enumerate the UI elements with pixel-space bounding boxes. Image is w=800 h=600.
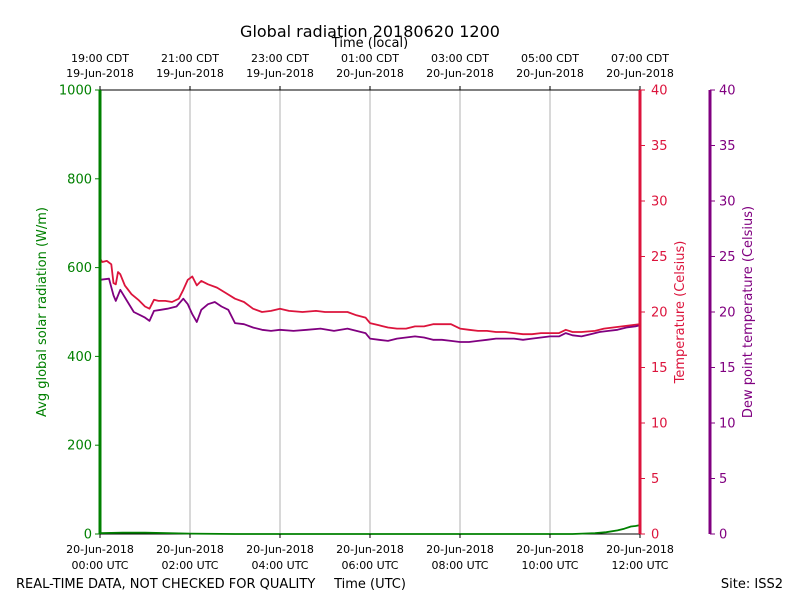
dew-point-line	[99, 277, 641, 343]
temperature-tick-label: 25	[651, 250, 668, 265]
x-tick-label-time: 04:00 UTC	[251, 559, 308, 572]
x-tick-label-time: 06:00 UTC	[341, 559, 398, 572]
dewpoint-tick-label: 0	[719, 528, 727, 543]
top-tick-label-time: 21:00 CDT	[161, 52, 219, 65]
temperature-tick-label: 5	[651, 472, 659, 487]
x-tick-label-time: 02:00 UTC	[161, 559, 218, 572]
top-tick-label-time: 19:00 CDT	[71, 52, 129, 65]
dewpoint-tick-label: 20	[719, 306, 736, 321]
radiation-tick-label: 800	[67, 172, 92, 187]
dewpoint-tick-label: 30	[719, 195, 736, 210]
top-tick-label-time: 23:00 CDT	[251, 52, 309, 65]
axes: 20-Jun-2018 00:00 UTC 19:00 CDT 19-Jun-2018…	[59, 52, 736, 572]
radiation-axis-label: Avg global solar radiation (W/m)	[35, 207, 50, 417]
dewpoint-tick-label: 10	[719, 417, 736, 432]
x-tick-label-date: 20-Jun-2018	[426, 543, 494, 556]
radiation-tick-label: 200	[67, 439, 92, 454]
x-tick-label-date: 20-Jun-2018	[336, 543, 404, 556]
top-tick-label-time: 05:00 CDT	[521, 52, 579, 65]
temperature-tick-label: 20	[651, 306, 668, 321]
dewpoint-tick-label: 25	[719, 250, 736, 265]
top-tick-label-date: 19-Jun-2018	[156, 67, 224, 80]
x-tick-label-date: 20-Jun-2018	[156, 543, 224, 556]
x-tick-label-time: 10:00 UTC	[521, 559, 578, 572]
top-tick-label-date: 20-Jun-2018	[606, 67, 674, 80]
x-tick-label-time: 12:00 UTC	[611, 559, 668, 572]
x-tick-label-date: 20-Jun-2018	[606, 543, 674, 556]
x-tick-label-time: 08:00 UTC	[431, 559, 488, 572]
top-tick-label-date: 19-Jun-2018	[246, 67, 314, 80]
top-tick-label-date: 19-Jun-2018	[66, 67, 134, 80]
temperature-axis-label: Temperature (Celsius)	[673, 241, 688, 385]
radiation-tick-label: 0	[84, 528, 92, 543]
temperature-tick-label: 35	[651, 139, 668, 154]
gridlines	[189, 90, 551, 534]
radiation-tick-label: 1000	[59, 84, 92, 99]
top-tick-label-time: 03:00 CDT	[431, 52, 489, 65]
x-tick-label-date: 20-Jun-2018	[246, 543, 314, 556]
top-axis-label: Time (local)	[331, 36, 408, 51]
dewpoint-tick-label: 5	[719, 472, 727, 487]
temperature-tick-label: 10	[651, 417, 668, 432]
temperature-tick-label: 30	[651, 195, 668, 210]
x-axis-label: Time (UTC)	[333, 577, 406, 592]
top-tick-label-time: 07:00 CDT	[611, 52, 669, 65]
temperature-line	[99, 258, 641, 336]
dewpoint-tick-label: 15	[719, 361, 736, 376]
dewpoint-tick-label: 35	[719, 139, 736, 154]
temperature-tick-label: 40	[651, 84, 668, 99]
dewpoint-tick-label: 40	[719, 84, 736, 99]
temperature-tick-label: 15	[651, 361, 668, 376]
radiation-tick-label: 600	[67, 261, 92, 276]
top-tick-label-date: 20-Jun-2018	[426, 67, 494, 80]
temperature-tick-label: 0	[651, 528, 659, 543]
top-tick-label-time: 01:00 CDT	[341, 52, 399, 65]
radiation-tick-label: 400	[67, 350, 92, 365]
top-tick-label-date: 20-Jun-2018	[336, 67, 404, 80]
site-label: Site: ISS2	[721, 577, 783, 592]
dewpoint-axis-label: Dew point temperature (Celsius)	[741, 206, 756, 418]
x-tick-label-date: 20-Jun-2018	[516, 543, 584, 556]
chart-title: Global radiation 20180620 1200	[240, 22, 500, 41]
x-tick-label-time: 00:00 UTC	[71, 559, 128, 572]
quality-disclaimer: REAL-TIME DATA, NOT CHECKED FOR QUALITY	[16, 577, 315, 592]
top-tick-label-date: 20-Jun-2018	[516, 67, 584, 80]
x-tick-label-date: 20-Jun-2018	[66, 543, 134, 556]
